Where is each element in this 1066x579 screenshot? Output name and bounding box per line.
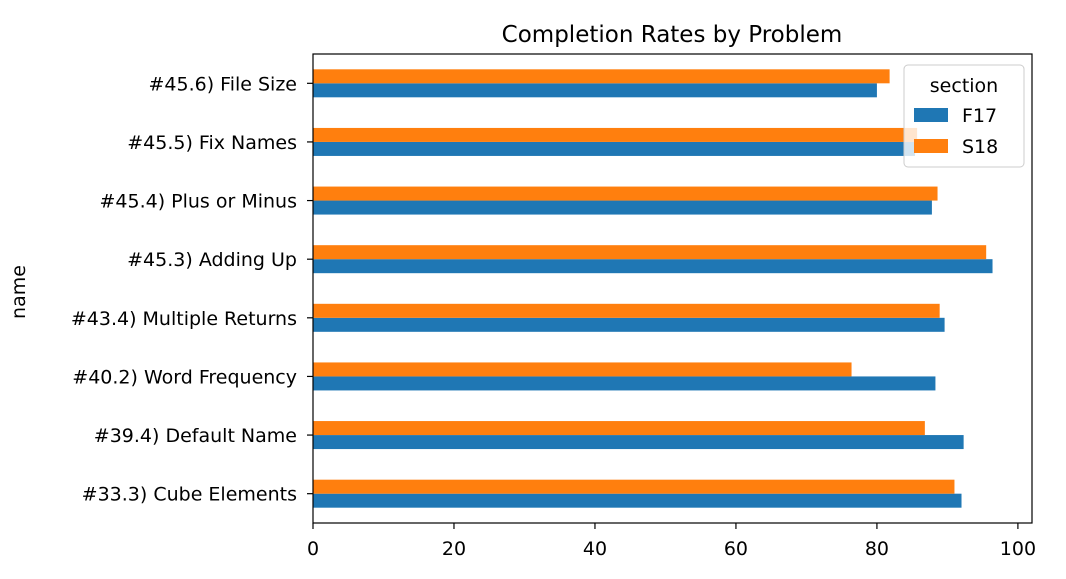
bars-layer xyxy=(313,69,993,508)
y-tick-label-1: #39.4) Default Name xyxy=(94,425,297,447)
bar-s18-6 xyxy=(313,127,918,142)
legend: section F17 S18 xyxy=(903,64,1025,168)
legend-label-f17: F17 xyxy=(962,105,997,127)
x-ticks-layer: 0 20 40 60 80 100 xyxy=(307,523,1036,560)
plot-frame xyxy=(312,53,1033,524)
bar-s18-0 xyxy=(313,479,955,494)
bar-s18-2 xyxy=(313,362,852,377)
bar-f17-0 xyxy=(313,493,962,508)
bar-s18-3 xyxy=(313,303,940,318)
x-tick-label-4: 80 xyxy=(865,538,889,560)
bar-f17-3 xyxy=(313,317,945,332)
x-tick-label-1: 20 xyxy=(442,538,466,560)
bar-f17-6 xyxy=(313,141,915,156)
legend-label-s18: S18 xyxy=(962,136,998,158)
legend-swatch-s18 xyxy=(914,139,948,153)
x-tick-label-2: 40 xyxy=(583,538,607,560)
bar-f17-7 xyxy=(313,83,877,98)
x-tick-label-5: 100 xyxy=(1000,538,1036,560)
bar-f17-4 xyxy=(313,259,993,274)
bar-f17-2 xyxy=(313,376,936,391)
y-tick-label-7: #45.6) File Size xyxy=(148,73,297,95)
chart-title: Completion Rates by Problem xyxy=(502,22,843,48)
y-tick-label-3: #43.4) Multiple Returns xyxy=(71,308,297,330)
bar-s18-1 xyxy=(313,421,925,436)
y-ticks-layer: #33.3) Cube Elements #39.4) Default Name #… xyxy=(71,73,313,506)
legend-swatch-f17 xyxy=(914,108,948,122)
bar-s18-4 xyxy=(313,245,987,260)
y-tick-label-0: #33.3) Cube Elements xyxy=(82,484,297,506)
y-tick-label-5: #45.4) Plus or Minus xyxy=(99,191,297,213)
bar-s18-5 xyxy=(313,186,938,201)
bar-f17-5 xyxy=(313,200,932,215)
y-tick-label-2: #40.2) Word Frequency xyxy=(72,366,297,388)
y-axis-label: name xyxy=(8,265,30,319)
bar-f17-1 xyxy=(313,435,964,450)
x-tick-label-0: 0 xyxy=(307,538,319,560)
legend-title: section xyxy=(930,75,998,97)
y-tick-label-4: #45.3) Adding Up xyxy=(127,249,297,271)
bar-s18-7 xyxy=(313,69,890,84)
x-tick-label-3: 60 xyxy=(724,538,748,560)
y-tick-label-6: #45.5) Fix Names xyxy=(127,132,297,154)
